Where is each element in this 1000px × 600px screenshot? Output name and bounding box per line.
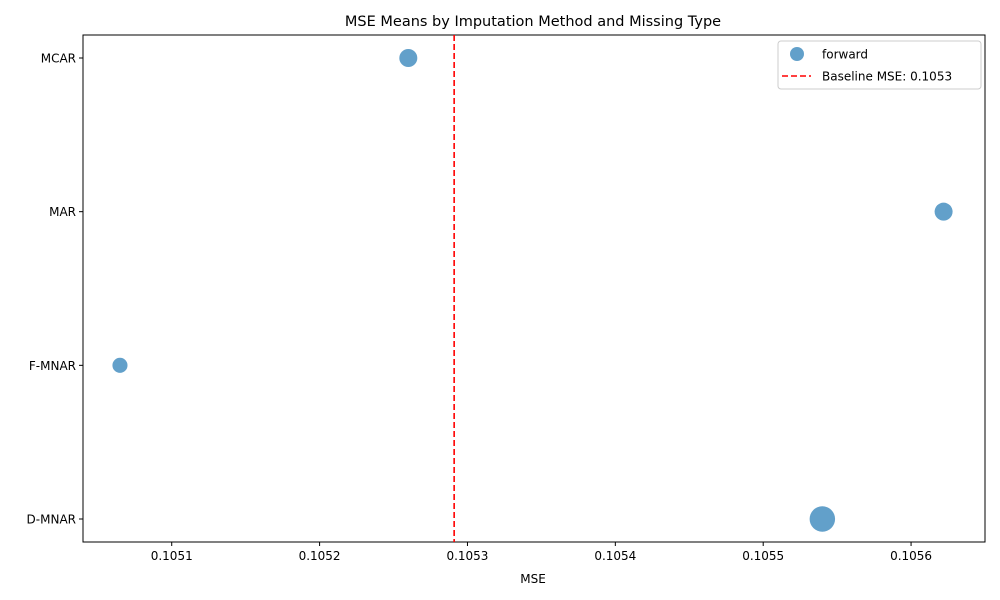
legend-label-baseline: Baseline MSE: 0.1053 xyxy=(822,70,952,84)
point-d-mnar xyxy=(809,506,836,532)
plot-area: 0.1051 0.1052 0.1053 0.1054 0.1055 0.1056 MCAR… xyxy=(27,34,986,563)
x-tick-label: 0.1051 xyxy=(151,549,193,563)
x-tick-label: 0.1055 xyxy=(742,549,784,563)
legend: forward Baseline MSE: 0.1053 xyxy=(777,40,982,90)
point-mar xyxy=(934,202,953,221)
x-tick-label: 0.1053 xyxy=(446,549,488,563)
chart-title: MSE Means by Imputation Method and Missi… xyxy=(345,14,721,30)
x-tick-label: 0.1054 xyxy=(594,549,636,563)
point-mcar xyxy=(399,49,418,67)
legend-box xyxy=(777,40,982,90)
y-tick-label-mar: MAR xyxy=(49,205,76,219)
point-f-mnar xyxy=(112,357,128,373)
x-tick-label: 0.1056 xyxy=(890,549,932,563)
legend-marker-forward xyxy=(790,47,804,61)
y-tick-label-d-mnar: D-MNAR xyxy=(27,513,76,527)
x-axis-label: MSE xyxy=(520,572,546,586)
x-tick-label: 0.1052 xyxy=(299,549,341,563)
legend-label-forward: forward xyxy=(822,48,868,62)
axes-frame xyxy=(82,34,986,543)
y-tick-label-mcar: MCAR xyxy=(41,52,76,66)
y-tick-label-f-mnar: F-MNAR xyxy=(29,359,76,373)
